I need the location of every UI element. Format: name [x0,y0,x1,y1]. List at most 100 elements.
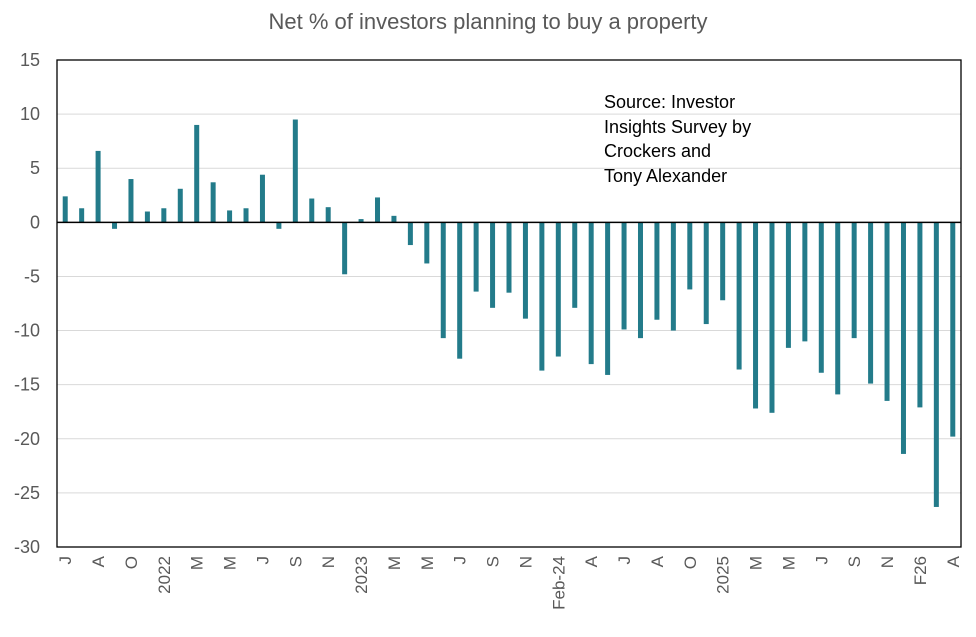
source-annotation: Source: Investor Insights Survey by Croc… [604,92,752,186]
bar [259,174,265,223]
y-tick-label: 0 [30,212,40,232]
y-tick-label: -5 [24,266,40,286]
bar [473,222,479,292]
y-tick-label: -30 [14,537,40,557]
bar [654,222,660,320]
x-tick-label: N [319,556,338,568]
x-tick-label: J [253,556,272,565]
bar [588,222,594,365]
bar [375,197,381,223]
bar [522,222,528,319]
x-tick-label: A [648,555,667,567]
plot-frame [56,59,962,548]
bar [342,222,348,275]
bar [128,179,134,223]
bar [243,208,249,223]
bar [440,222,446,339]
bar [309,198,315,223]
chart-title: Net % of investors planning to buy a pro… [268,9,708,34]
y-tick-label: 10 [20,104,40,124]
bar [818,222,824,373]
x-tick-label: J [812,556,831,565]
bar [177,188,183,223]
x-tick-label: F26 [911,556,930,585]
bar [325,207,331,223]
bar [917,222,923,408]
bar [884,222,890,401]
bar [835,222,841,395]
x-tick-label: O [681,556,700,569]
bar [391,215,397,223]
bar [785,222,791,348]
bar [769,222,775,413]
x-tick-label: J [451,556,470,565]
bar [407,222,413,246]
x-tick-label: J [56,556,75,565]
bar [210,182,216,223]
bar [95,150,101,223]
bar [457,222,463,359]
y-axis-ticks: 15 10 5 0 -5 -10 -15 -20 -25 -30 [14,50,40,557]
bar [736,222,742,370]
bar [62,196,68,223]
x-tick-label: 2025 [714,556,733,594]
y-tick-label: -25 [14,483,40,503]
bar [687,222,693,290]
bar [605,222,611,375]
bar [424,222,430,264]
gridlines [57,113,961,494]
x-tick-label: N [878,556,897,568]
bar [950,222,956,437]
bar [292,119,298,223]
bar [572,222,578,308]
bar [144,211,150,223]
x-tick-label: M [188,556,207,570]
bar [506,222,512,293]
x-tick-label: S [286,556,305,567]
x-tick-label: S [845,556,864,567]
bar [194,124,200,223]
x-tick-label: A [582,555,601,567]
bar [358,219,364,223]
bar [720,222,726,301]
bar [79,208,85,223]
y-tick-label: -15 [14,375,40,395]
bar [112,222,118,229]
bar [933,222,939,507]
bar [637,222,643,339]
x-tick-label: S [484,556,503,567]
y-tick-label: -20 [14,429,40,449]
x-tick-label: N [516,556,535,568]
x-axis-ticks: J A O 2022 M M J S N 2023 M M J S N Feb-24 A J A O 2025 M M J S N… [56,555,963,610]
y-tick-label: 15 [20,50,40,70]
bar [670,222,676,331]
y-tick-label: 5 [30,158,40,178]
bar [802,222,808,342]
x-tick-label: J [615,556,634,565]
bar [490,222,496,308]
bar [900,222,906,454]
bar [555,222,561,357]
bar [227,210,233,223]
x-tick-label: Feb-24 [549,556,568,610]
x-tick-label: M [385,556,404,570]
x-tick-label: O [122,556,141,569]
x-tick-label: M [221,556,240,570]
bar [703,222,709,325]
bar [161,208,167,223]
y-tick-label: -10 [14,321,40,341]
bar [868,222,874,384]
bar [621,222,627,330]
x-tick-label: 2023 [352,556,371,594]
x-tick-label: 2022 [155,556,174,594]
x-tick-label: M [779,556,798,570]
bar [276,222,282,229]
x-tick-label: M [747,556,766,570]
x-tick-label: A [89,555,108,567]
bar [851,222,857,339]
bars [62,119,956,507]
bar [539,222,545,371]
x-tick-label: A [944,555,963,567]
x-tick-label: M [418,556,437,570]
